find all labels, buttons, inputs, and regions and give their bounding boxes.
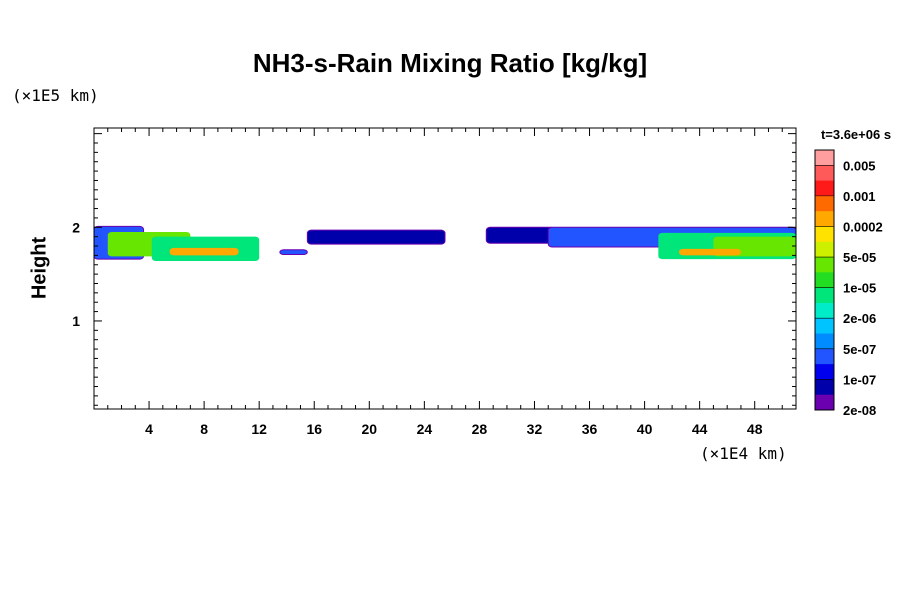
x-tick-label: 12 [251,421,267,437]
colorbar-box [815,394,834,411]
colorbar-box [815,180,834,197]
x-tick-label: 44 [692,421,708,437]
contour-region-5 [306,229,446,245]
y-unit-label: (×1E5 km) [12,86,99,105]
colorbar-box [815,318,834,335]
chart-title: NH3-s-Rain Mixing Ratio [kg/kg] [252,48,648,78]
contour-regions [94,225,796,262]
colorbar-label: 0.001 [843,189,876,204]
colorbar-box [815,302,834,319]
colorbar-box [815,348,834,365]
colorbar-box [815,287,834,304]
x-tick-label: 16 [306,421,322,437]
colorbar-box [815,379,834,396]
x-tick-label: 40 [637,421,653,437]
x-tick-label: 20 [362,421,378,437]
colorbar-box [815,257,834,273]
colorbar-box [815,195,834,212]
y-tick-label: 2 [72,219,80,235]
colorbar-box [815,165,834,182]
x-tick-label: 4 [145,421,153,437]
x-unit-label: (×1E4 km) [700,444,787,463]
colorbar-label: 2e-08 [843,403,876,418]
colorbar-label: 1e-05 [843,281,876,296]
x-tick-label: 24 [417,421,433,437]
colorbar-label: 1e-07 [843,372,876,387]
colorbar-box [815,150,834,166]
time-label: t=3.6e+06 s [821,127,891,142]
x-tick-label: 32 [527,421,543,437]
contour-region-10 [679,248,741,256]
x-tick-label: 48 [747,421,763,437]
colorbar-box [815,211,834,227]
y-tick-label: 1 [72,313,80,329]
colorbar-box [815,226,834,243]
plot-frame [93,127,797,410]
x-tick-label: 36 [582,421,598,437]
colorbar-label: 2e-06 [843,311,876,326]
colorbar-box [815,333,834,350]
contour-region-3 [169,247,239,256]
colorbar-label: 5e-07 [843,342,876,357]
colorbar-label: 5e-05 [843,250,876,265]
contour-region-4 [279,249,308,255]
colorbar-label: 0.0002 [843,219,883,234]
plot-background [94,128,796,409]
colorbar-box [815,272,834,289]
x-tick-label: 28 [472,421,488,437]
x-tick-label: 8 [200,421,208,437]
colorbar-box [815,241,834,258]
contour-region-6 [485,226,556,244]
colorbar-label: 0.005 [843,158,876,173]
colorbar-box [815,364,834,380]
colorbar: 0.005 0.001 0.0002 5e-05 1e-05 2e-06 5e-07 1e-0… [814,149,883,418]
